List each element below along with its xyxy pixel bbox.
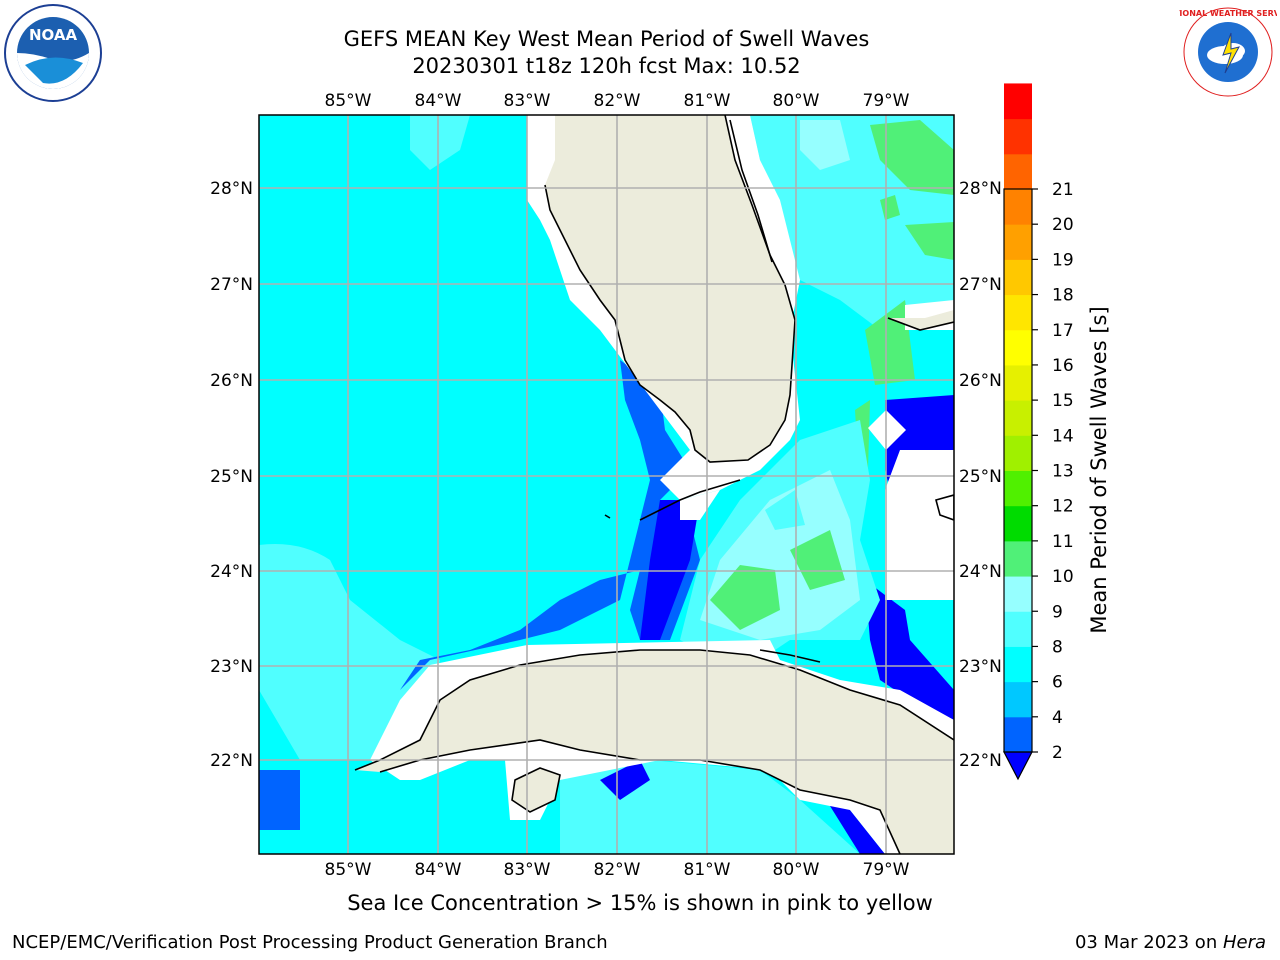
lat-left-label: 23°N [210,657,253,677]
colorbar-color-block [1004,329,1032,366]
lon-top-label: 85°W [325,91,372,111]
lon-bottom-label: 84°W [415,860,462,880]
lon-top-label: 82°W [594,91,641,111]
colorbar-color-block [1004,646,1032,683]
colorbar-tick-label: 11 [1052,532,1074,552]
footer-date-text: 03 Mar 2023 on [1074,932,1223,953]
lat-left-label: 26°N [210,371,253,391]
lon-bottom-label: 82°W [594,860,641,880]
lon-top-label: 84°W [415,91,462,111]
colorbar-label: Mean Period of Swell Waves [s] [1087,306,1111,633]
colorbar-tick-label: 16 [1052,356,1074,376]
colorbar-color-block [1004,118,1032,155]
colorbar-tick-label: 2 [1052,743,1063,763]
colorbar-tick-label: 19 [1052,250,1074,270]
colorbar-color-block [1004,435,1032,471]
lat-left-label: 25°N [210,467,253,487]
colorbar-tick-label: 14 [1052,426,1074,446]
nws-ring-text: NATIONAL WEATHER SERVICE [1179,9,1277,18]
colorbar-tick-label: 13 [1052,462,1074,482]
colorbar-color-block [1004,681,1032,718]
lat-right-label: 25°N [959,467,1002,487]
colorbar-tick-label: 9 [1052,602,1063,622]
colorbar-color-block [1004,611,1032,647]
lon-bottom-label: 85°W [325,860,372,880]
colorbar-tick-label: 15 [1052,391,1074,411]
colorbar-tick-label: 10 [1052,567,1074,587]
lat-left-label: 27°N [210,275,253,295]
colorbar-tick-label: 17 [1052,321,1074,341]
lat-right-label: 27°N [959,275,1002,295]
lon-top-label: 81°W [684,91,731,111]
colorbar-extend-triangle [1003,751,1033,781]
sea-ice-note: Sea Ice Concentration > 15% is shown in … [347,891,933,915]
chart-subtitle: 20230301 t18z 120h fcst Max: 10.52 [412,54,801,78]
lat-right-label: 22°N [959,751,1002,771]
lon-bottom-label: 80°W [773,860,820,880]
lat-right-label: 28°N [959,179,1002,199]
colorbar-color-block [1004,576,1032,612]
noaa-logo: NOAA [4,4,102,102]
graticule [259,115,954,854]
colorbar-color-block [1004,294,1032,331]
colorbar-tick-label: 21 [1052,180,1074,200]
colorbar-color-block [1004,259,1032,296]
lat-left-label: 28°N [210,179,253,199]
chart-title: GEFS MEAN Key West Mean Period of Swell … [343,27,870,51]
footer-credit: NCEP/EMC/Verification Post Processing Pr… [12,932,608,953]
lon-bottom-label: 81°W [684,860,731,880]
colorbar-color-block [1004,224,1032,260]
lon-top-label: 83°W [504,91,551,111]
colorbar-tick-label: 18 [1052,286,1074,306]
noaa-logo-text: NOAA [29,26,78,44]
colorbar-tick-label: 4 [1052,708,1063,728]
footer-date: 03 Mar 2023 on Hera [1075,932,1266,953]
map-frame [258,114,955,855]
lat-right-label: 26°N [959,371,1002,391]
lat-right-label: 24°N [959,562,1002,582]
colorbar-tick-label: 6 [1052,673,1063,693]
lon-bottom-label: 83°W [504,860,551,880]
footer-host: Hera [1222,932,1266,953]
lon-top-label: 79°W [863,91,910,111]
colorbar-color-block [1004,470,1032,507]
lon-top-label: 80°W [773,91,820,111]
lon-bottom-label: 79°W [863,860,910,880]
colorbar: 2 4 6 8 9 10 11 12 13 14 15 16 17 18 19 20 21 Mean Perio… [1003,83,1111,781]
colorbar-tick-label: 8 [1052,637,1063,657]
nws-logo: NATIONAL WEATHER SERVICE [1179,5,1277,99]
colorbar-color-block [1004,540,1032,577]
colorbar-color-block [1004,505,1032,542]
lat-left-label: 22°N [210,751,253,771]
colorbar-tick-label: 12 [1052,497,1074,517]
colorbar-color-block [1004,83,1032,120]
lat-left-label: 24°N [210,562,253,582]
colorbar-color-block [1004,400,1032,436]
colorbar-color-block [1004,364,1032,401]
colorbar-color-block [1004,716,1032,753]
map-field [259,115,954,854]
lat-right-label: 23°N [959,657,1002,677]
colorbar-color-block [1004,189,1032,225]
colorbar-tick-label: 20 [1052,215,1074,235]
colorbar-color-block [1004,153,1032,190]
